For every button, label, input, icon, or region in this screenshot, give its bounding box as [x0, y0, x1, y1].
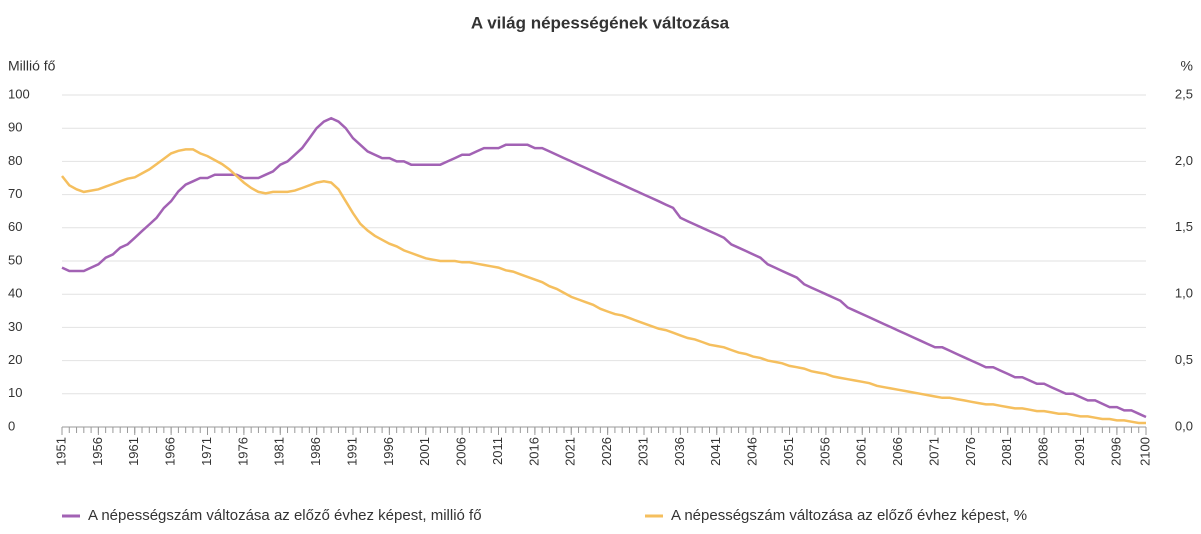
x-tick-label: 1991 [344, 437, 359, 466]
y2-tick-label: 1,5 [1175, 219, 1193, 234]
x-tick-label: 2046 [745, 437, 760, 466]
y2-tick-label: 2,5 [1175, 86, 1193, 101]
x-tick-label: 2100 [1137, 437, 1152, 466]
x-tick-label: 2021 [563, 437, 578, 466]
y-tick-label: 30 [8, 319, 22, 334]
x-tick-label: 2036 [672, 437, 687, 466]
x-tick-label: 2031 [635, 437, 650, 466]
x-tick-label: 2081 [999, 437, 1014, 466]
x-tick-label: 2016 [526, 437, 541, 466]
line-series [61, 116, 1147, 419]
x-tick-label: 2071 [926, 437, 941, 466]
y-tick-label: 70 [8, 186, 22, 201]
x-tick-label: 1951 [53, 437, 68, 466]
x-tick-label: 2056 [817, 437, 832, 466]
chart-title: A világ népességének változása [471, 13, 730, 32]
y-tick-label: 90 [8, 120, 22, 135]
y2-tick-label: 1,0 [1175, 286, 1193, 301]
y2-axis-label: % [1181, 58, 1193, 74]
x-tick-label: 2086 [1036, 437, 1051, 466]
line-series [61, 148, 1146, 425]
x-tick-label: 1971 [199, 437, 214, 466]
y2-tick-label: 2,0 [1175, 153, 1193, 168]
y2-tick-label: 0,5 [1175, 352, 1193, 367]
x-tick-label: 1966 [163, 437, 178, 466]
x-tick-label: 2026 [599, 437, 614, 466]
x-tick-label: 1981 [272, 437, 287, 466]
x-tick-label: 2001 [417, 437, 432, 466]
x-tick-label: 1961 [126, 437, 141, 466]
x-tick-label: 2076 [963, 437, 978, 466]
x-tick-label: 1976 [235, 437, 250, 466]
legend-label: A népességszám változása az előző évhez … [671, 507, 1027, 524]
y-tick-label: 0 [8, 418, 15, 433]
y2-tick-label: 0,0 [1175, 418, 1193, 433]
x-tick-label: 2091 [1072, 437, 1087, 466]
x-tick-label: 2066 [890, 437, 905, 466]
x-tick-label: 2011 [490, 437, 505, 465]
y-tick-label: 60 [8, 219, 22, 234]
x-tick-label: 2061 [854, 437, 869, 466]
x-tick-label: 1986 [308, 437, 323, 466]
y-tick-label: 10 [8, 385, 22, 400]
y-axis-label: Millió fő [8, 58, 56, 74]
y-tick-label: 40 [8, 286, 22, 301]
y-tick-label: 80 [8, 153, 22, 168]
y-tick-label: 50 [8, 252, 22, 267]
x-tick-label: 2096 [1108, 437, 1123, 466]
x-tick-label: 2041 [708, 437, 723, 466]
x-tick-label: 2006 [454, 437, 469, 466]
x-tick-label: 2051 [781, 437, 796, 466]
x-tick-label: 1956 [90, 437, 105, 466]
y-tick-label: 100 [8, 86, 30, 101]
legend-label: A népességszám változása az előző évhez … [88, 507, 482, 524]
y-tick-label: 20 [8, 352, 22, 367]
x-tick-label: 1996 [381, 437, 396, 466]
